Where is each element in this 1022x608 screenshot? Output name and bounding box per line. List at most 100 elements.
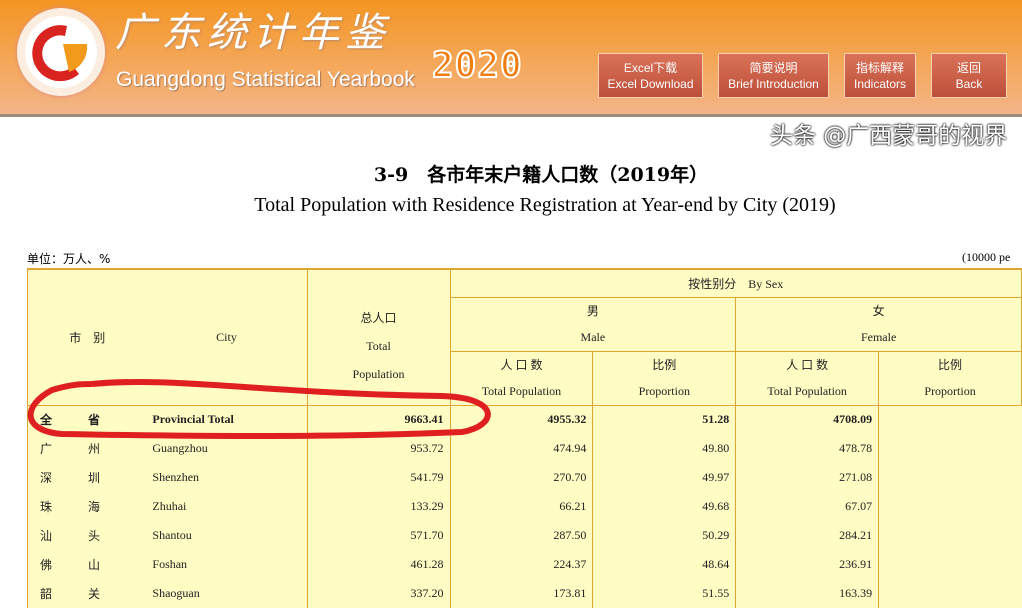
city-en: Guangzhou <box>152 441 208 455</box>
male-population: 287.50 <box>449 521 593 550</box>
label: Proportion <box>638 384 690 398</box>
city-en: Shenzhen <box>152 470 200 484</box>
unit-en: (10000 pe <box>962 250 1011 264</box>
total-population: 953.72 <box>306 434 450 463</box>
city-cn-1: 汕 <box>40 529 53 543</box>
page-title-en: Total Population with Residence Registra… <box>254 194 836 216</box>
city-cn-1: 韶 <box>40 587 53 601</box>
city-en: Provincial Total <box>146 404 308 434</box>
header-total-en1: Total <box>366 339 391 353</box>
male-proportion: 50.29 <box>592 521 736 550</box>
male-population: 4955.32 <box>449 404 593 434</box>
city-cn-2: 海 <box>88 500 101 514</box>
female-proportion <box>878 434 1022 463</box>
header-female-prop: 比例 Proportion <box>878 350 1022 406</box>
button-label-cn: 指标解释 <box>855 61 904 75</box>
male-proportion: 51.28 <box>592 404 736 434</box>
female-population: 284.21 <box>735 521 879 550</box>
table-row: 汕头 Shantou 571.70 287.50 50.29 284.21 <box>27 521 1022 550</box>
watermark: 头条 @广西蒙哥的视界 <box>770 123 1008 149</box>
female-population: 236.91 <box>735 550 879 579</box>
table-row: 珠海 Zhuhai 133.29 66.21 49.68 67.07 <box>27 492 1022 521</box>
city-cn-2: 关 <box>88 587 101 601</box>
label: 比例 <box>938 358 963 372</box>
logo <box>17 8 105 96</box>
city-cn: 珠海 <box>27 492 147 521</box>
header-male-pop: 人 口 数 Total Population <box>449 350 594 406</box>
yearbook-title-cn: 广东统计年鉴 <box>115 10 391 56</box>
city-cn: 汕头 <box>27 521 147 550</box>
female-proportion <box>878 579 1022 608</box>
population-table: 市 别 City 总人口 Total Population 按性别分 By Sex 男… <box>27 268 1022 608</box>
header-city-cn: 市 别 <box>27 268 147 406</box>
total-population: 461.28 <box>306 550 450 579</box>
city-cn-2: 州 <box>88 442 101 456</box>
total-population: 571.70 <box>306 521 450 550</box>
table-row: 广 州 Guangzhou 953.72 474.94 49.80 478.78 <box>27 434 1022 463</box>
button-label-cn: Excel下载 <box>623 61 678 75</box>
header-male-prop: 比例 Proportion <box>592 350 737 406</box>
button-label-cn: 返回 <box>956 61 981 75</box>
city-cn-2: 圳 <box>88 471 101 485</box>
header-total-cn: 总人口 <box>360 311 397 325</box>
female-population: 4708.09 <box>735 404 879 434</box>
brief-introduction-button[interactable]: 简要说明 Brief Introduction <box>718 53 829 98</box>
total-population: 337.20 <box>306 579 450 608</box>
male-population: 224.37 <box>449 550 593 579</box>
city-en: Shantou <box>152 528 192 542</box>
header-female-en: Female <box>860 330 897 344</box>
button-label-en: Indicators <box>853 77 907 91</box>
female-proportion <box>878 404 1022 434</box>
city-en: Shaoguan <box>152 586 200 600</box>
indicators-button[interactable]: 指标解释 Indicators <box>844 53 916 98</box>
site-header: 广东统计年鉴 Guangdong Statistical Yearbook 20… <box>0 0 1022 117</box>
city-cn: 佛山 <box>27 550 147 579</box>
male-proportion: 51.55 <box>592 579 736 608</box>
male-population: 474.94 <box>449 434 593 463</box>
table-row: 深圳 Shenzhen 541.79 270.70 49.97 271.08 <box>27 463 1022 492</box>
table-row: 佛山 Foshan 461.28 224.37 48.64 236.91 <box>27 550 1022 579</box>
button-label-en: Excel Download <box>607 77 694 91</box>
yearbook-year: 2020 <box>431 45 523 87</box>
total-population: 9663.41 <box>306 404 450 434</box>
unit-cn: 单位：万人、% <box>27 252 111 266</box>
total-population: 133.29 <box>306 492 450 521</box>
button-label-en: Brief Introduction <box>728 77 819 91</box>
female-proportion <box>878 463 1022 492</box>
header-female-pop: 人 口 数 Total Population <box>735 350 880 406</box>
male-proportion: 48.64 <box>592 550 736 579</box>
total-population: 541.79 <box>306 463 450 492</box>
table-row: 全省 Provincial Total 9663.41 4955.32 51.28 470… <box>27 404 1022 434</box>
city-cn: 全省 <box>27 404 147 434</box>
label: 人 口 数 <box>500 358 543 372</box>
female-population: 163.39 <box>735 579 879 608</box>
city-cn: 韶关 <box>27 579 147 608</box>
back-button[interactable]: 返回 Back <box>931 53 1007 98</box>
female-proportion <box>878 521 1022 550</box>
city-cn-2: 省 <box>88 413 101 428</box>
page-title-cn: 3-9 各市年末户籍人口数（2019年） <box>373 164 709 186</box>
city-en: Zhuhai <box>152 499 187 513</box>
header-by-sex: 按性别分 By Sex <box>449 268 1022 298</box>
city-cn: 深圳 <box>27 463 147 492</box>
male-proportion: 49.80 <box>592 434 736 463</box>
yearbook-title-en: Guangdong Statistical Yearbook <box>116 68 415 91</box>
excel-download-button[interactable]: Excel下载 Excel Download <box>598 53 703 98</box>
female-population: 478.78 <box>735 434 879 463</box>
header-male: 男 Male <box>449 296 737 352</box>
table-row: 韶关 Shaoguan 337.20 173.81 51.55 163.39 <box>27 579 1022 608</box>
label: 人 口 数 <box>786 358 829 372</box>
female-proportion <box>878 550 1022 579</box>
header-male-en: Male <box>580 330 606 344</box>
button-label-en: Back <box>955 77 983 91</box>
city-en: Foshan <box>152 557 188 571</box>
city-cn-2: 山 <box>88 558 101 572</box>
label: Proportion <box>924 384 976 398</box>
city-cn-1: 广 <box>40 442 53 456</box>
city-cn-1: 佛 <box>40 558 53 572</box>
male-population: 66.21 <box>449 492 593 521</box>
header-city-en: City <box>146 268 308 406</box>
male-proportion: 49.68 <box>592 492 736 521</box>
label: Total Population <box>481 384 562 398</box>
header-total-en2: Population <box>352 367 405 381</box>
